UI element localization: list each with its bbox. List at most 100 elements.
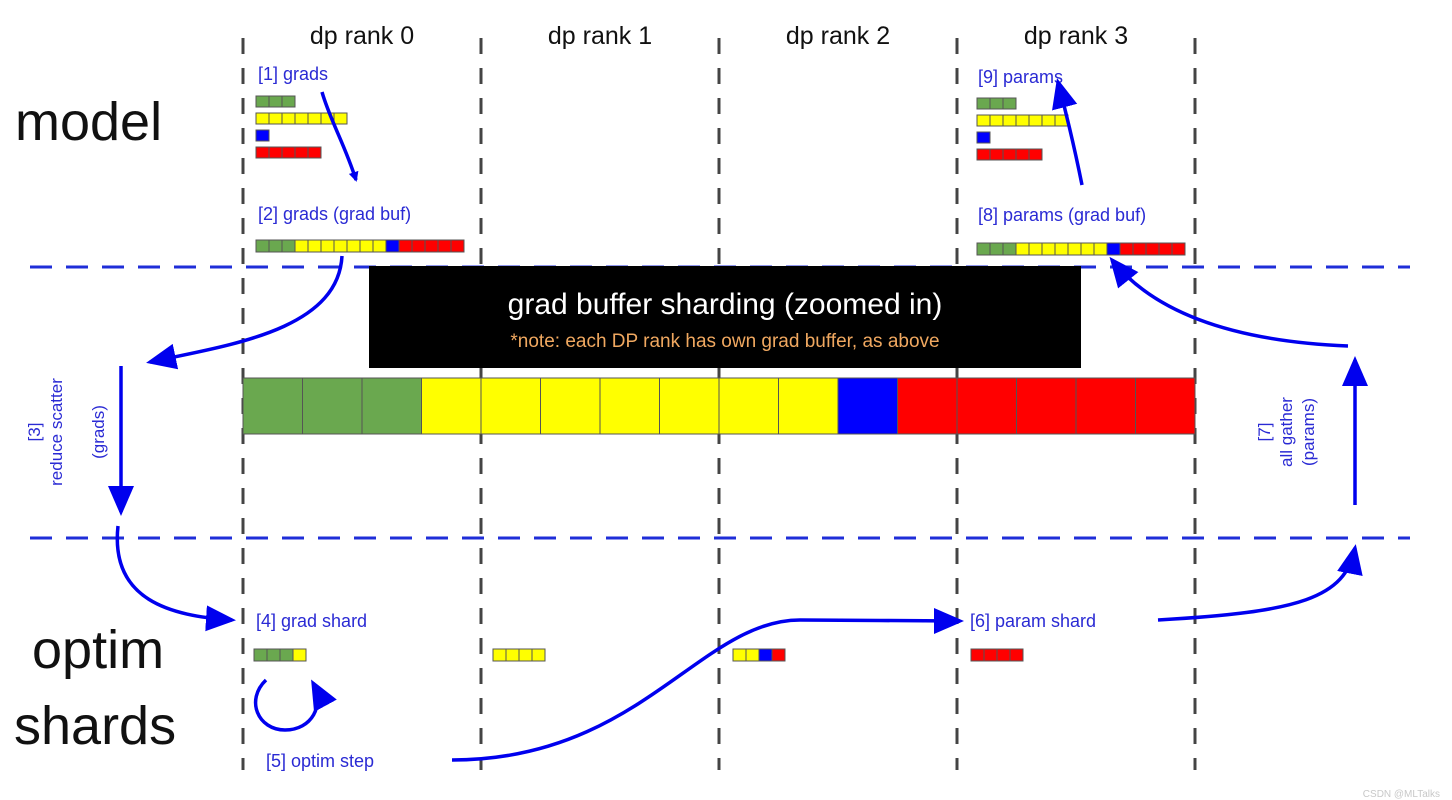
zoomed-buffer-cell-red <box>1016 377 1077 435</box>
shard-cell-yellow <box>531 648 546 662</box>
param-cell-yellow <box>976 114 991 127</box>
param-cell-yellow <box>333 112 348 125</box>
grad-buffer-cell-red <box>398 239 413 253</box>
grad-buffer-cell-blue <box>385 239 400 253</box>
zoomed-buffer-cell-yellow <box>421 377 482 435</box>
step-3-label-index: [3] <box>25 423 44 442</box>
zoom-banner: grad buffer sharding (zoomed in) *note: … <box>369 266 1081 368</box>
param-cell-red <box>294 146 309 159</box>
shard-cell-red <box>970 648 985 662</box>
step-4-label: [4] grad shard <box>256 611 367 631</box>
param-cell-yellow <box>1041 114 1056 127</box>
grad-buffer-cell-yellow <box>372 239 387 253</box>
param-cell-green <box>989 97 1004 110</box>
param-cell-yellow <box>1028 114 1043 127</box>
param-cell-yellow <box>307 112 322 125</box>
shard-cell-green <box>279 648 294 662</box>
grad-buffer-cell-yellow <box>1067 242 1082 256</box>
grad-buffer-cell-green <box>255 239 270 253</box>
zoomed-buffer-cell-red <box>897 377 958 435</box>
param-cell-red <box>1002 148 1017 161</box>
arrow-optim-to-param-shard <box>451 607 964 762</box>
param-cell-blue <box>976 131 991 144</box>
grad-buffer-cell-yellow <box>1015 242 1030 256</box>
column-header-rank-3: dp rank 3 <box>1024 22 1128 50</box>
param-cell-blue <box>255 129 270 142</box>
grad-buffer-cell-yellow <box>1080 242 1095 256</box>
shard-cell-yellow <box>732 648 747 662</box>
grad-buffer-cell-yellow <box>294 239 309 253</box>
grad-buffer-cell-green <box>281 239 296 253</box>
arrow-grads-to-buffer <box>320 91 359 182</box>
grad-buffer-cell-yellow <box>1054 242 1069 256</box>
row-label-shards: shards <box>14 696 176 756</box>
grad-buffer-cell-yellow <box>307 239 322 253</box>
arrow-all-gather-to-params-buffer <box>1109 256 1349 348</box>
step-9-label: [9] params <box>978 67 1063 87</box>
param-cell-yellow <box>989 114 1004 127</box>
zoomed-buffer-cell-green <box>242 377 303 435</box>
zoomed-buffer-cell-yellow <box>540 377 601 435</box>
grad-buffer-cell-red <box>437 239 452 253</box>
shard-cell-red <box>1009 648 1024 662</box>
param-cell-red <box>976 148 991 161</box>
shard-cell-green <box>266 648 281 662</box>
grad-buffer-cell-red <box>1119 242 1134 256</box>
param-cell-red <box>255 146 270 159</box>
grad-buffer-cell-blue <box>1106 242 1121 256</box>
param-cell-red <box>281 146 296 159</box>
param-cell-red <box>1028 148 1043 161</box>
arrow-to-grad-shard <box>115 525 236 632</box>
grad-buffer-cell-yellow <box>359 239 374 253</box>
param-cell-green <box>281 95 296 108</box>
step-7-label-index: [7] <box>1255 423 1274 442</box>
row-label-optim: optim <box>32 620 164 680</box>
param-cell-red <box>1015 148 1030 161</box>
param-cell-red <box>307 146 322 159</box>
param-cell-yellow <box>294 112 309 125</box>
param-cell-green <box>255 95 270 108</box>
shard-cell-yellow <box>745 648 760 662</box>
step-1-label: [1] grads <box>258 64 328 84</box>
grad-buffer-cell-red <box>450 239 465 253</box>
param-cell-green <box>268 95 283 108</box>
shard-cell-blue <box>758 648 773 662</box>
param-cell-red <box>989 148 1004 161</box>
column-header-rank-1: dp rank 1 <box>548 22 652 50</box>
shard-cell-red <box>983 648 998 662</box>
zoom-banner-background <box>369 266 1081 368</box>
grad-buffer-cell-yellow <box>1093 242 1108 256</box>
step-6-label: [6] param shard <box>970 611 1096 631</box>
shard-cell-red <box>996 648 1011 662</box>
grad-buffer-cell-green <box>268 239 283 253</box>
column-header-rank-2: dp rank 2 <box>786 22 890 50</box>
grad-buffer-cell-red <box>411 239 426 253</box>
arrow-optim-step-loop <box>253 678 337 732</box>
param-cell-yellow <box>1015 114 1030 127</box>
grad-buffer-cell-yellow <box>346 239 361 253</box>
grad-buffer-cell-yellow <box>1028 242 1043 256</box>
param-cell-green <box>976 97 991 110</box>
grad-buffer-cell-yellow <box>333 239 348 253</box>
zoomed-buffer-cell-yellow <box>778 377 839 435</box>
shard-cell-yellow <box>518 648 533 662</box>
grad-buffer-cell-green <box>976 242 991 256</box>
step-3-label-sub: (grads) <box>89 405 108 459</box>
zoomed-buffer-cell-red <box>956 377 1017 435</box>
zoom-banner-note: *note: each DP rank has own grad buffer,… <box>510 331 939 352</box>
grad-buffer-cell-red <box>1145 242 1160 256</box>
grad-buffer-cell-red <box>1171 242 1186 256</box>
grad-buffer-cell-red <box>1158 242 1173 256</box>
zoomed-buffer-cell-red <box>1135 377 1196 435</box>
step-7-label-sub: (params) <box>1299 398 1318 466</box>
shard-cell-red <box>771 648 786 662</box>
zoomed-buffer-cell-yellow <box>599 377 660 435</box>
shard-cell-yellow <box>492 648 507 662</box>
zoomed-buffer-cell-yellow <box>480 377 541 435</box>
zoomed-buffer-cell-blue <box>837 377 898 435</box>
watermark: CSDN @MLTalks <box>1363 789 1440 800</box>
shard-cell-yellow <box>505 648 520 662</box>
grad-buffer-cell-green <box>989 242 1004 256</box>
zoomed-buffer-cell-yellow <box>718 377 779 435</box>
